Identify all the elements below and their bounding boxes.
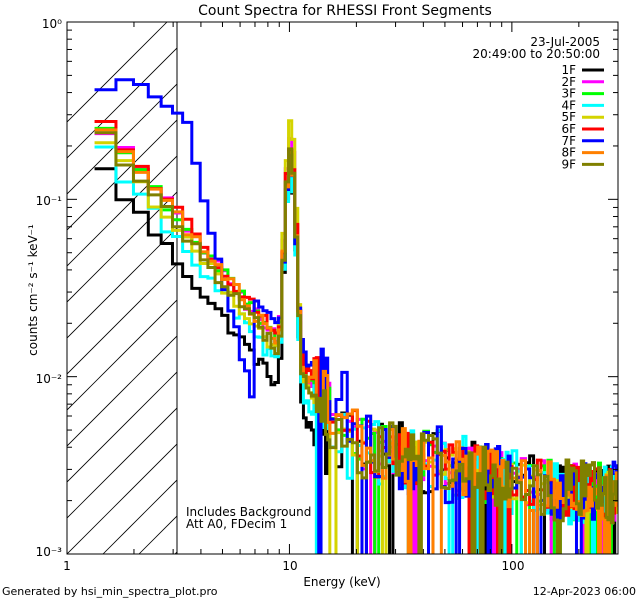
hatch-line <box>67 83 177 195</box>
legend-label-6F: 6F <box>561 122 576 136</box>
hatch-line <box>67 22 168 123</box>
x-tick-label-1: 1 <box>63 559 71 573</box>
spectra-series <box>94 78 618 554</box>
hatched-excluded-region <box>67 22 177 554</box>
hatch-line <box>67 263 177 375</box>
series-line-5F <box>94 119 618 554</box>
y-tick-label-2: 10⁻² <box>36 372 63 386</box>
legend-label-1F: 1F <box>561 63 576 77</box>
legend-label-8F: 8F <box>561 146 576 160</box>
y-tick-label-3: 10⁻³ <box>36 545 63 559</box>
time-range-label: 20:49:00 to 20:50:00 <box>473 47 600 61</box>
hatch-line <box>67 227 177 339</box>
axis-ticks <box>66 21 619 555</box>
legend-label-4F: 4F <box>561 98 576 112</box>
legend-label-2F: 2F <box>561 75 576 89</box>
legend-label-7F: 7F <box>561 134 576 148</box>
hatch-line <box>67 443 177 554</box>
legend-label-9F: 9F <box>561 157 576 171</box>
legend-label-3F: 3F <box>561 87 576 101</box>
footer-timestamp: 12-Apr-2023 06:00 <box>533 585 636 598</box>
chart-title: Count Spectra for RHESSI Front Segments <box>198 3 492 19</box>
hatch-line <box>67 371 177 483</box>
x-tick-label-10: 10 <box>282 559 297 573</box>
y-axis-label: counts cm⁻² s⁻¹ keV⁻¹ <box>26 224 40 356</box>
hatch-line <box>67 191 177 303</box>
annotation-background: Includes Background <box>186 505 311 519</box>
hatch-line <box>67 155 177 267</box>
hatch-line <box>67 47 177 159</box>
series-line-9F <box>94 131 618 554</box>
y-tick-label-0: 10⁰ <box>42 17 62 31</box>
footer-generated-by: Generated by hsi_min_spectra_plot.pro <box>2 585 218 598</box>
y-tick-label-1: 10⁻¹ <box>36 194 63 208</box>
date-label: 23-Jul-2005 <box>530 35 600 49</box>
x-axis-label: Energy (keV) <box>303 575 380 589</box>
hatch-line <box>67 407 177 519</box>
annotation-attenuator: Att A0, FDecim 1 <box>186 517 287 531</box>
legend-label-5F: 5F <box>561 110 576 124</box>
plot-frame <box>66 21 619 555</box>
x-tick-label-100: 100 <box>502 559 525 573</box>
